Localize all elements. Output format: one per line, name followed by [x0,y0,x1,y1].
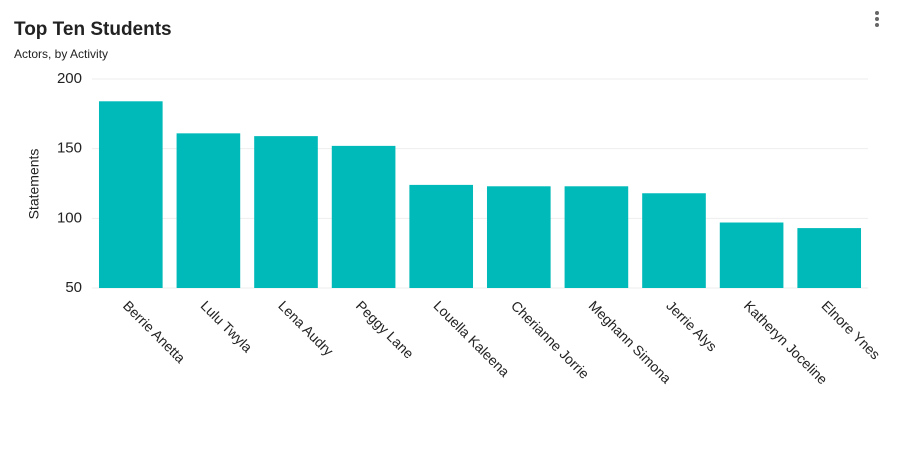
menu-dot [875,11,879,15]
menu-dot [875,23,879,27]
bar [797,228,862,288]
y-tick-label: 150 [57,140,82,157]
bar [719,222,784,288]
chart-subtitle: Actors, by Activity [14,47,108,61]
bar [564,186,629,288]
x-tick-label: Elnore Ynes [818,297,883,362]
bar [486,186,551,288]
x-tick-label: Lena Audry [275,297,336,358]
x-tick-label: Katheryn Joceline [741,297,831,387]
menu-dot [875,17,879,21]
x-tick-label: Berrie Anetta [120,297,189,366]
chart-title: Top Ten Students [14,19,172,40]
y-tick-label: 50 [65,279,82,296]
x-tick-label: Jerrie Alys [663,297,720,354]
menu-button[interactable] [875,11,879,27]
bar [254,136,318,288]
y-tick-label: 100 [57,209,82,226]
bar [642,193,706,288]
bar [409,184,474,288]
x-tick-label: Cherianne Jorrie [508,297,593,382]
y-axis-label: Statements [26,149,42,220]
x-tick-label: Lulu Twyla [198,297,256,355]
bar [176,133,241,288]
bar [98,101,163,288]
y-tick-label: 200 [57,70,82,87]
bar [331,145,396,288]
x-tick-label: Peggy Lane [353,297,417,361]
x-tick-label: Louella Kaleena [430,297,512,379]
x-tick-label: Meghann Simona [586,297,675,386]
